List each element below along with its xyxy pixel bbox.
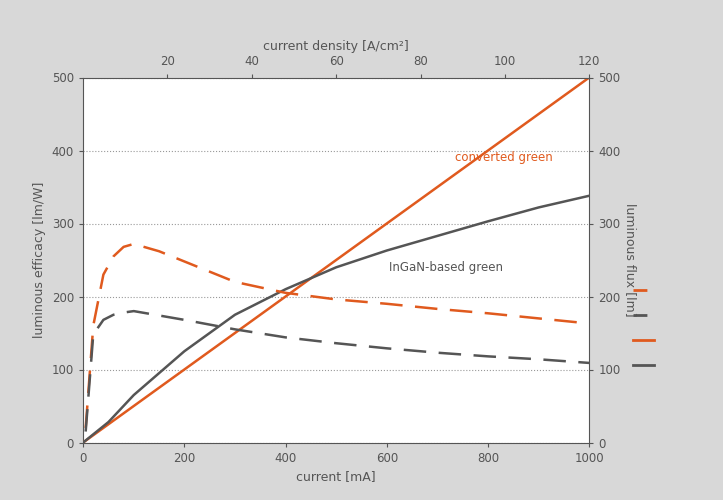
Y-axis label: luminous efficacy [lm/W]: luminous efficacy [lm/W] (33, 182, 46, 338)
Y-axis label: luminous flux [lm]: luminous flux [lm] (624, 203, 637, 317)
Text: InGaN-based green: InGaN-based green (390, 261, 503, 274)
X-axis label: current density [A/cm²]: current density [A/cm²] (263, 40, 409, 53)
X-axis label: current [mA]: current [mA] (296, 470, 376, 483)
Text: converted green: converted green (455, 152, 553, 164)
